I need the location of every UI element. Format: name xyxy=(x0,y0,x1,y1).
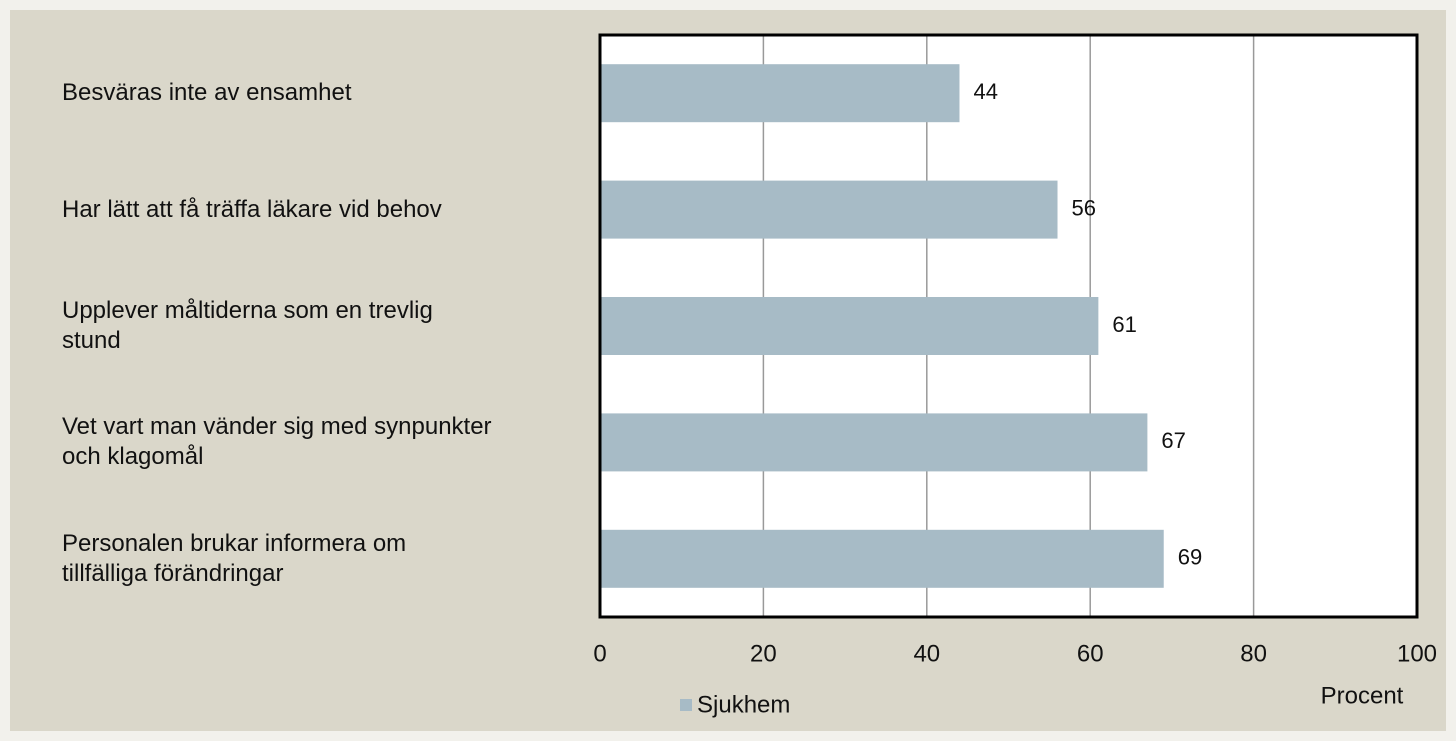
bar xyxy=(600,64,960,123)
category-label: Upplever måltiderna som en trevlig stund xyxy=(62,297,433,354)
value-label: 67 xyxy=(1161,428,1185,453)
bar xyxy=(600,297,1099,355)
plot-border xyxy=(598,33,1419,619)
bar xyxy=(600,180,1058,239)
x-tick-label: 40 xyxy=(913,640,940,667)
value-label: 61 xyxy=(1112,312,1136,337)
bar xyxy=(600,413,1148,472)
bar xyxy=(600,529,1164,588)
x-tick-label: 80 xyxy=(1240,640,1267,667)
value-label: 56 xyxy=(1072,195,1096,220)
x-tick-label: 0 xyxy=(593,640,606,667)
legend-label: Sjukhem xyxy=(697,691,790,718)
value-label: 44 xyxy=(973,79,997,104)
x-tick-label: 20 xyxy=(750,640,777,667)
x-tick-label: 100 xyxy=(1397,640,1437,667)
category-label: Vet vart man vänder sig med synpunkter o… xyxy=(62,413,492,471)
x-tick-label: 60 xyxy=(1077,640,1104,667)
legend-swatch xyxy=(680,699,692,711)
x-axis-label: Procent xyxy=(1321,682,1404,709)
category-label: Personalen brukar informera om tillfälli… xyxy=(62,529,407,587)
category-label: Har lätt att få träffa läkare vid behov xyxy=(62,195,442,223)
value-label: 69 xyxy=(1178,545,1202,570)
category-label: Besväras inte av ensamhet xyxy=(62,79,352,107)
